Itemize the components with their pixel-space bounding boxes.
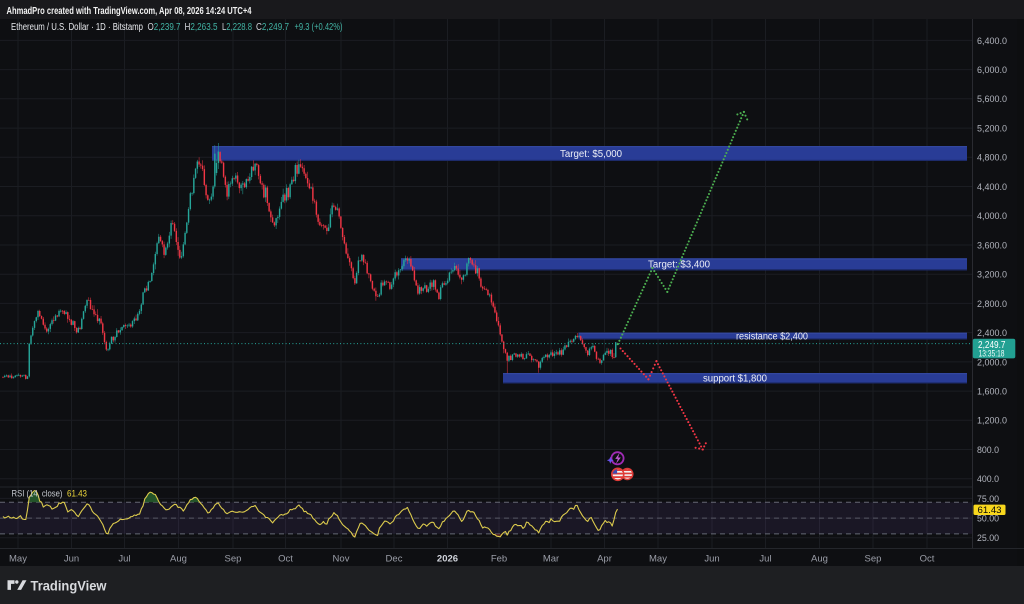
svg-text:O2,239.7: O2,239.7 bbox=[148, 22, 181, 33]
svg-text:Jul: Jul bbox=[118, 554, 130, 565]
svg-text:Nov: Nov bbox=[333, 554, 350, 565]
svg-text:5,600.0: 5,600.0 bbox=[977, 94, 1007, 105]
svg-text:4,400.0: 4,400.0 bbox=[977, 182, 1007, 193]
svg-text:50.00: 50.00 bbox=[977, 514, 999, 525]
svg-text:Sep: Sep bbox=[865, 554, 882, 565]
svg-text:800.0: 800.0 bbox=[977, 445, 999, 456]
svg-text:5,200.0: 5,200.0 bbox=[977, 124, 1007, 135]
svg-text:Oct: Oct bbox=[920, 554, 935, 565]
svg-text:AhmadPro created with TradingV: AhmadPro created with TradingView.com, A… bbox=[7, 6, 252, 17]
svg-text:TradingView: TradingView bbox=[31, 579, 108, 594]
svg-text:May: May bbox=[649, 554, 667, 565]
svg-text:Target: $3,400: Target: $3,400 bbox=[648, 260, 710, 271]
svg-text:RSI (14, close): RSI (14, close) bbox=[12, 489, 63, 500]
svg-text:Sep: Sep bbox=[225, 554, 242, 565]
svg-text:Target: $5,000: Target: $5,000 bbox=[560, 149, 622, 160]
svg-text:H2,263.5: H2,263.5 bbox=[185, 22, 218, 33]
svg-text:4,000.0: 4,000.0 bbox=[977, 211, 1007, 222]
svg-text:1,200.0: 1,200.0 bbox=[977, 416, 1007, 427]
svg-text:+9.3 (+0.42%): +9.3 (+0.42%) bbox=[295, 22, 343, 33]
svg-text:Feb: Feb bbox=[491, 554, 507, 565]
svg-text:Jul: Jul bbox=[759, 554, 771, 565]
svg-text:4,800.0: 4,800.0 bbox=[977, 153, 1007, 164]
svg-text:2,800.0: 2,800.0 bbox=[977, 299, 1007, 310]
svg-text:75.00: 75.00 bbox=[977, 494, 999, 505]
svg-text:C2,249.7: C2,249.7 bbox=[256, 22, 289, 33]
svg-text:2026: 2026 bbox=[437, 554, 458, 565]
svg-text:3,200.0: 3,200.0 bbox=[977, 270, 1007, 281]
svg-text:2,000.0: 2,000.0 bbox=[977, 357, 1007, 368]
svg-text:400.0: 400.0 bbox=[977, 474, 999, 485]
svg-text:61.43: 61.43 bbox=[978, 505, 1002, 516]
svg-text:Ethereum / U.S. Dollar · 1D ·: Ethereum / U.S. Dollar · 1D · Bitstamp bbox=[11, 22, 143, 33]
svg-text:61.43: 61.43 bbox=[67, 489, 87, 500]
svg-text:May: May bbox=[9, 554, 27, 565]
svg-text:13:35:18: 13:35:18 bbox=[979, 349, 1005, 359]
svg-text:Jun: Jun bbox=[64, 554, 79, 565]
svg-text:Apr: Apr bbox=[597, 554, 612, 565]
svg-text:L2,228.8: L2,228.8 bbox=[222, 22, 252, 33]
svg-text:25.00: 25.00 bbox=[977, 533, 999, 544]
svg-text:support $1,800: support $1,800 bbox=[703, 374, 767, 385]
svg-text:2,249.7: 2,249.7 bbox=[978, 340, 1006, 351]
svg-text:Dec: Dec bbox=[386, 554, 403, 565]
svg-text:2,400.0: 2,400.0 bbox=[977, 328, 1007, 339]
svg-text:6,000.0: 6,000.0 bbox=[977, 65, 1007, 76]
svg-text:3,600.0: 3,600.0 bbox=[977, 240, 1007, 251]
svg-text:Aug: Aug bbox=[811, 554, 828, 565]
svg-text:1,600.0: 1,600.0 bbox=[977, 387, 1007, 398]
svg-text:Mar: Mar bbox=[543, 554, 559, 565]
svg-text:Aug: Aug bbox=[170, 554, 187, 565]
svg-text:resistance $2,400: resistance $2,400 bbox=[736, 332, 808, 343]
svg-text:Oct: Oct bbox=[278, 554, 293, 565]
svg-text:6,400.0: 6,400.0 bbox=[977, 36, 1007, 47]
svg-text:Jun: Jun bbox=[704, 554, 719, 565]
